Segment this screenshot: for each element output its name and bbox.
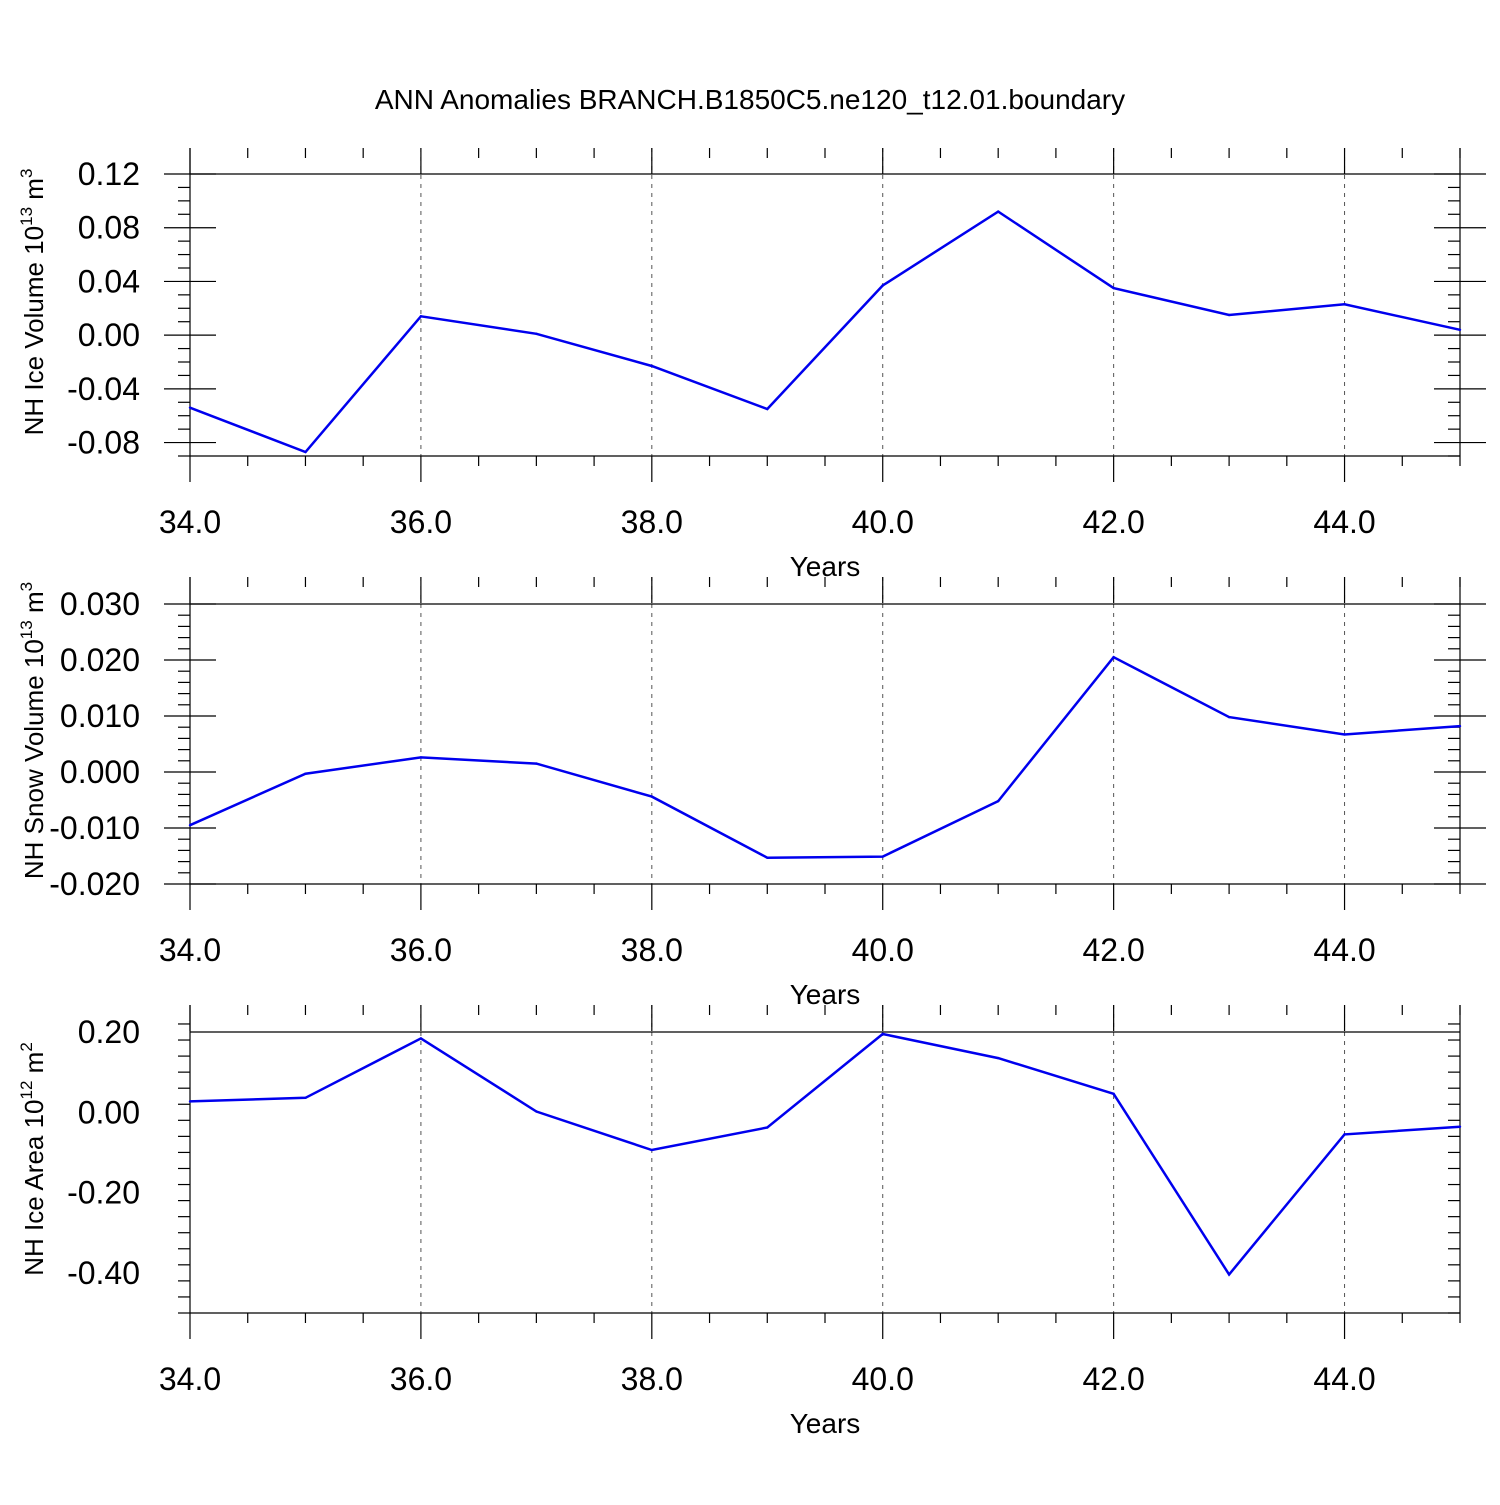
panel-3-data-point bbox=[535, 1110, 538, 1113]
panel-2-y-tick-label: 0.020 bbox=[60, 642, 140, 678]
panel-1-y-tick-label: 0.00 bbox=[78, 317, 140, 353]
panel-1-data-point bbox=[650, 364, 654, 368]
panel-2-data-point bbox=[766, 856, 769, 859]
panel-2-y-tick-label: -0.010 bbox=[49, 810, 140, 846]
panel-1-y-tick-label: -0.08 bbox=[67, 425, 140, 461]
panel-2-data-point bbox=[650, 795, 654, 798]
panel-3-data-point bbox=[1227, 1273, 1231, 1276]
panel-1-data-point bbox=[535, 332, 538, 335]
panel-2-y-axis-label: NH Snow Volume 1013 m3 bbox=[17, 582, 49, 879]
panel-3-data-point bbox=[650, 1148, 654, 1152]
panel-2-data-point bbox=[304, 772, 307, 775]
panel-1-x-axis-label: Years bbox=[790, 551, 861, 582]
panel-2-series-line bbox=[189, 655, 1461, 859]
panel-1-data-point bbox=[1458, 328, 1462, 331]
panel-3-data-point bbox=[881, 1032, 884, 1036]
panel-3-y-axis-label: NH Ice Area 1012 m2 bbox=[17, 1042, 49, 1276]
panel-1-y-tick-label: 0.12 bbox=[78, 156, 140, 192]
panel-2-x-axis-label: Years bbox=[790, 979, 861, 1010]
panel-1-data-point bbox=[1112, 286, 1115, 290]
panel-2-y-tick-label: -0.020 bbox=[49, 866, 140, 902]
panel-3-data-point bbox=[766, 1126, 769, 1129]
panel-2-data-point bbox=[996, 799, 1000, 803]
panel-2-y-tick-label: 0.030 bbox=[60, 586, 140, 622]
panel-3-y-tick-label: 0.20 bbox=[78, 1014, 140, 1050]
panel-1-x-tick-label: 34.0 bbox=[159, 504, 221, 540]
panel-3-y-tick-label: 0.00 bbox=[78, 1094, 140, 1130]
panel-2-data-point bbox=[188, 824, 192, 827]
panel-1-data-point bbox=[996, 210, 1000, 213]
panel-3-x-tick-label: 38.0 bbox=[621, 1361, 683, 1397]
panel-3-x-tick-label: 36.0 bbox=[390, 1361, 452, 1397]
panel-3-x-axis-label: Years bbox=[790, 1408, 861, 1439]
panel-3-x-tick-label: 40.0 bbox=[852, 1361, 914, 1397]
panel-2-data-point bbox=[535, 762, 538, 765]
panel-1-data-point bbox=[1227, 313, 1231, 317]
panel-1-y-tick-label: 0.08 bbox=[78, 210, 140, 246]
panel-1-x-tick-label: 36.0 bbox=[390, 504, 452, 540]
panel-1-data-point bbox=[419, 315, 423, 318]
panel-1-x-tick-label: 40.0 bbox=[852, 504, 914, 540]
panel-3-data-point bbox=[996, 1056, 1000, 1060]
panel-1-data-point bbox=[766, 407, 769, 411]
panel-2-x-tick-label: 38.0 bbox=[621, 932, 683, 968]
panel-3-x-tick-label: 42.0 bbox=[1082, 1361, 1144, 1397]
panel-3-x-tick-label: 34.0 bbox=[159, 1361, 221, 1397]
panel-1-data-point bbox=[881, 284, 884, 287]
panel-2-x-tick-label: 42.0 bbox=[1082, 932, 1144, 968]
panel-3-y-tick-label: -0.20 bbox=[67, 1175, 140, 1211]
panel-2-x-tick-label: 36.0 bbox=[390, 932, 452, 968]
panel-1-x-tick-label: 44.0 bbox=[1313, 504, 1375, 540]
panel-1-x-tick-label: 38.0 bbox=[621, 504, 683, 540]
panel-1-x-tick-label: 42.0 bbox=[1082, 504, 1144, 540]
panel-1-data-point bbox=[304, 450, 307, 454]
panel-2-x-tick-label: 34.0 bbox=[159, 932, 221, 968]
panel-2-data-point bbox=[419, 756, 423, 759]
panel-2-x-tick-label: 40.0 bbox=[852, 932, 914, 968]
panel-3-y-tick-label: -0.40 bbox=[67, 1255, 140, 1291]
panel-3-x-tick-label: 44.0 bbox=[1313, 1361, 1375, 1397]
panel-3-data-point bbox=[1458, 1125, 1462, 1128]
panel-2-data-point bbox=[1112, 656, 1115, 659]
panel-2-y-tick-label: 0.000 bbox=[60, 754, 140, 790]
panel-1-data-point bbox=[188, 406, 192, 409]
panel-3-data-point bbox=[1343, 1133, 1346, 1136]
figure-title: ANN Anomalies BRANCH.B1850C5.ne120_t12.0… bbox=[374, 84, 1126, 115]
panel-3-data-point bbox=[419, 1037, 423, 1040]
panel-2-y-tick-label: 0.010 bbox=[60, 698, 140, 734]
panel-1-y-axis-label: NH Ice Volume 1013 m3 bbox=[17, 169, 49, 436]
panel-2-data-point bbox=[881, 855, 884, 858]
panel-2-data-point bbox=[1458, 724, 1462, 728]
panel-1-series-line bbox=[189, 210, 1461, 454]
panel-1-y-tick-label: 0.04 bbox=[78, 263, 140, 299]
panel-3-data-point bbox=[188, 1100, 192, 1103]
panel-2-data-point bbox=[1343, 733, 1346, 736]
panel-1-data-point bbox=[1343, 303, 1346, 306]
panel-2-x-tick-label: 44.0 bbox=[1313, 932, 1375, 968]
panel-3-series-line bbox=[189, 1032, 1461, 1277]
panel-3-data-point bbox=[304, 1096, 307, 1100]
panel-2-data-point bbox=[1227, 715, 1231, 719]
panel-3-data-point bbox=[1112, 1092, 1115, 1096]
panel-1-y-tick-label: -0.04 bbox=[67, 371, 140, 407]
